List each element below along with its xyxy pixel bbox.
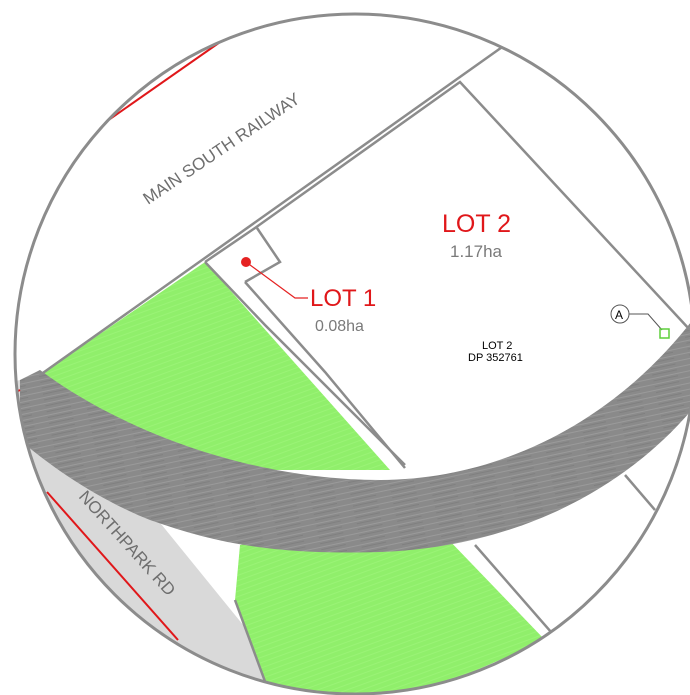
lot2-area: 1.17ha <box>450 242 503 261</box>
parcel-label-line1: LOT 2 <box>482 340 512 352</box>
lot1-leader-line <box>245 261 308 299</box>
circle-letter-icon: A <box>610 304 630 324</box>
green-area-upper <box>40 262 390 470</box>
point-a-leader <box>629 313 663 331</box>
parcel-label-line2: DP 352761 <box>468 352 523 364</box>
map-content <box>15 32 690 694</box>
railway-label: MAIN SOUTH RAILWAY <box>140 89 304 208</box>
lot1-area: 0.08ha <box>315 318 364 335</box>
curved-road-band <box>20 310 690 553</box>
green-square-icon <box>659 328 670 339</box>
viewport-circle <box>13 12 690 695</box>
lot1-name: LOT 1 <box>310 285 376 312</box>
green-area-lower <box>235 510 545 694</box>
point-a-letter: A <box>615 308 623 322</box>
lot2-name: LOT 2 <box>442 210 511 238</box>
